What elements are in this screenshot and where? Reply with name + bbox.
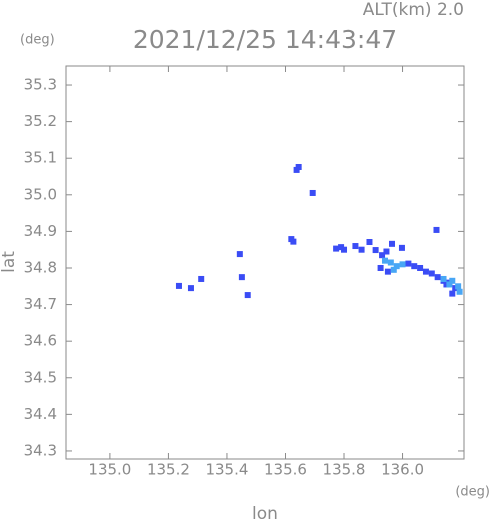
echo-cell	[377, 264, 384, 271]
x-tick-label: 135.2	[147, 461, 190, 479]
echo-cell	[434, 274, 441, 281]
echo-cell	[175, 282, 182, 289]
echo-cell	[405, 260, 412, 267]
altitude-label: ALT(km) 2.0	[363, 0, 464, 20]
echo-cell	[389, 240, 396, 247]
echo-cell	[449, 290, 456, 297]
echo-cell	[341, 246, 348, 253]
y-tick-label: 34.6	[24, 332, 57, 350]
echo-cell	[456, 288, 463, 295]
y-unit: (deg)	[20, 33, 55, 48]
echo-cell	[381, 257, 388, 264]
echo-cell	[309, 189, 316, 196]
x-axis-label: lon	[252, 504, 278, 521]
echo-cell	[379, 252, 386, 259]
echo-cell	[455, 283, 462, 290]
x-tick-label: 135.6	[264, 461, 307, 479]
chart-title: 2021/12/25 14:43:47	[133, 25, 397, 54]
y-tick-label: 35.3	[24, 76, 57, 94]
echo-cell	[372, 247, 379, 254]
echo-cell	[422, 268, 429, 275]
y-tick-label: 34.3	[24, 441, 57, 459]
echo-cell	[399, 261, 406, 268]
echo-cell	[398, 244, 405, 251]
y-tick-label: 34.4	[24, 405, 57, 423]
echo-cell	[333, 245, 340, 252]
echo-cell	[411, 263, 418, 270]
echo-cell	[383, 248, 390, 255]
x-tick-label: 135.0	[88, 461, 131, 479]
x-tick-label: 136.0	[381, 461, 424, 479]
y-tick-label: 35.0	[24, 185, 57, 203]
y-tick-label: 34.5	[24, 368, 57, 386]
echo-cell	[384, 268, 391, 275]
y-tick-label: 34.9	[24, 222, 57, 240]
echo-cell	[187, 285, 194, 292]
echo-cell	[449, 277, 456, 284]
y-tick-label: 34.7	[24, 295, 57, 313]
echo-cell	[428, 270, 435, 277]
y-tick-label: 35.1	[24, 149, 57, 167]
echo-cell	[417, 264, 424, 271]
echo-cell	[236, 251, 243, 258]
echo-cell	[244, 292, 251, 299]
echo-cell	[358, 246, 365, 253]
echo-cell	[366, 239, 373, 246]
echo-cell	[440, 275, 447, 282]
echo-cell	[433, 226, 440, 233]
echo-cell	[352, 243, 359, 250]
y-tick-label: 35.2	[24, 112, 57, 130]
echo-cell	[198, 275, 205, 282]
echo-cell	[393, 263, 400, 270]
echo-cell	[238, 274, 245, 281]
plot-frame	[65, 65, 465, 460]
echo-cell	[387, 259, 394, 266]
x-tick-label: 135.8	[323, 461, 366, 479]
y-tick-label: 34.8	[24, 258, 57, 276]
y-axis-label: lat	[0, 251, 19, 273]
echo-cell	[293, 166, 300, 173]
echo-cell	[290, 238, 297, 245]
x-unit: (deg)	[455, 485, 490, 500]
echo-cell	[446, 281, 453, 288]
x-tick-label: 135.4	[205, 461, 248, 479]
echo-cell	[390, 266, 397, 273]
